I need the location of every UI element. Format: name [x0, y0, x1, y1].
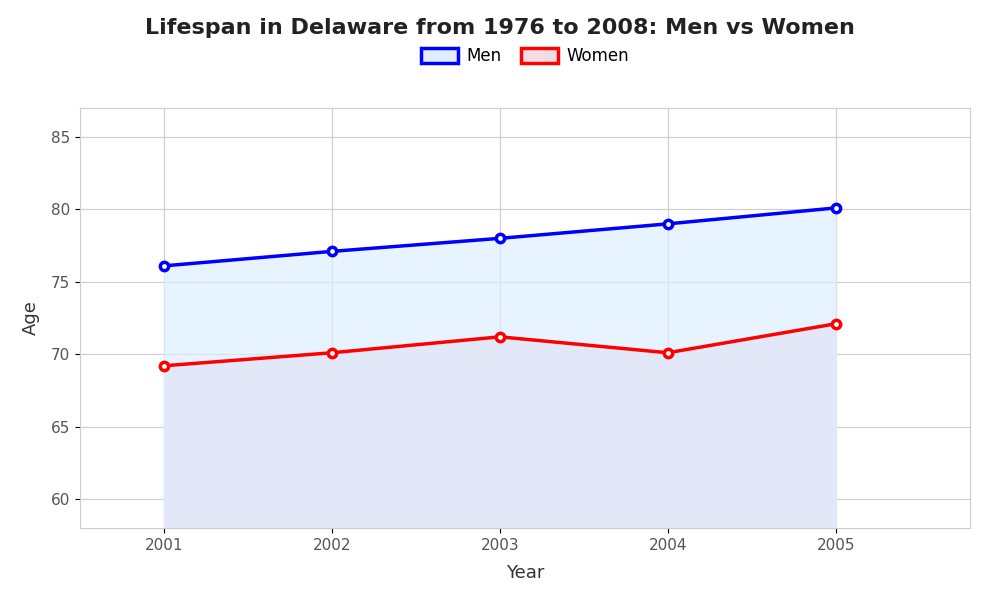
Legend: Men, Women: Men, Women — [414, 41, 636, 72]
X-axis label: Year: Year — [506, 564, 544, 582]
Text: Lifespan in Delaware from 1976 to 2008: Men vs Women: Lifespan in Delaware from 1976 to 2008: … — [145, 18, 855, 38]
Y-axis label: Age: Age — [22, 301, 40, 335]
